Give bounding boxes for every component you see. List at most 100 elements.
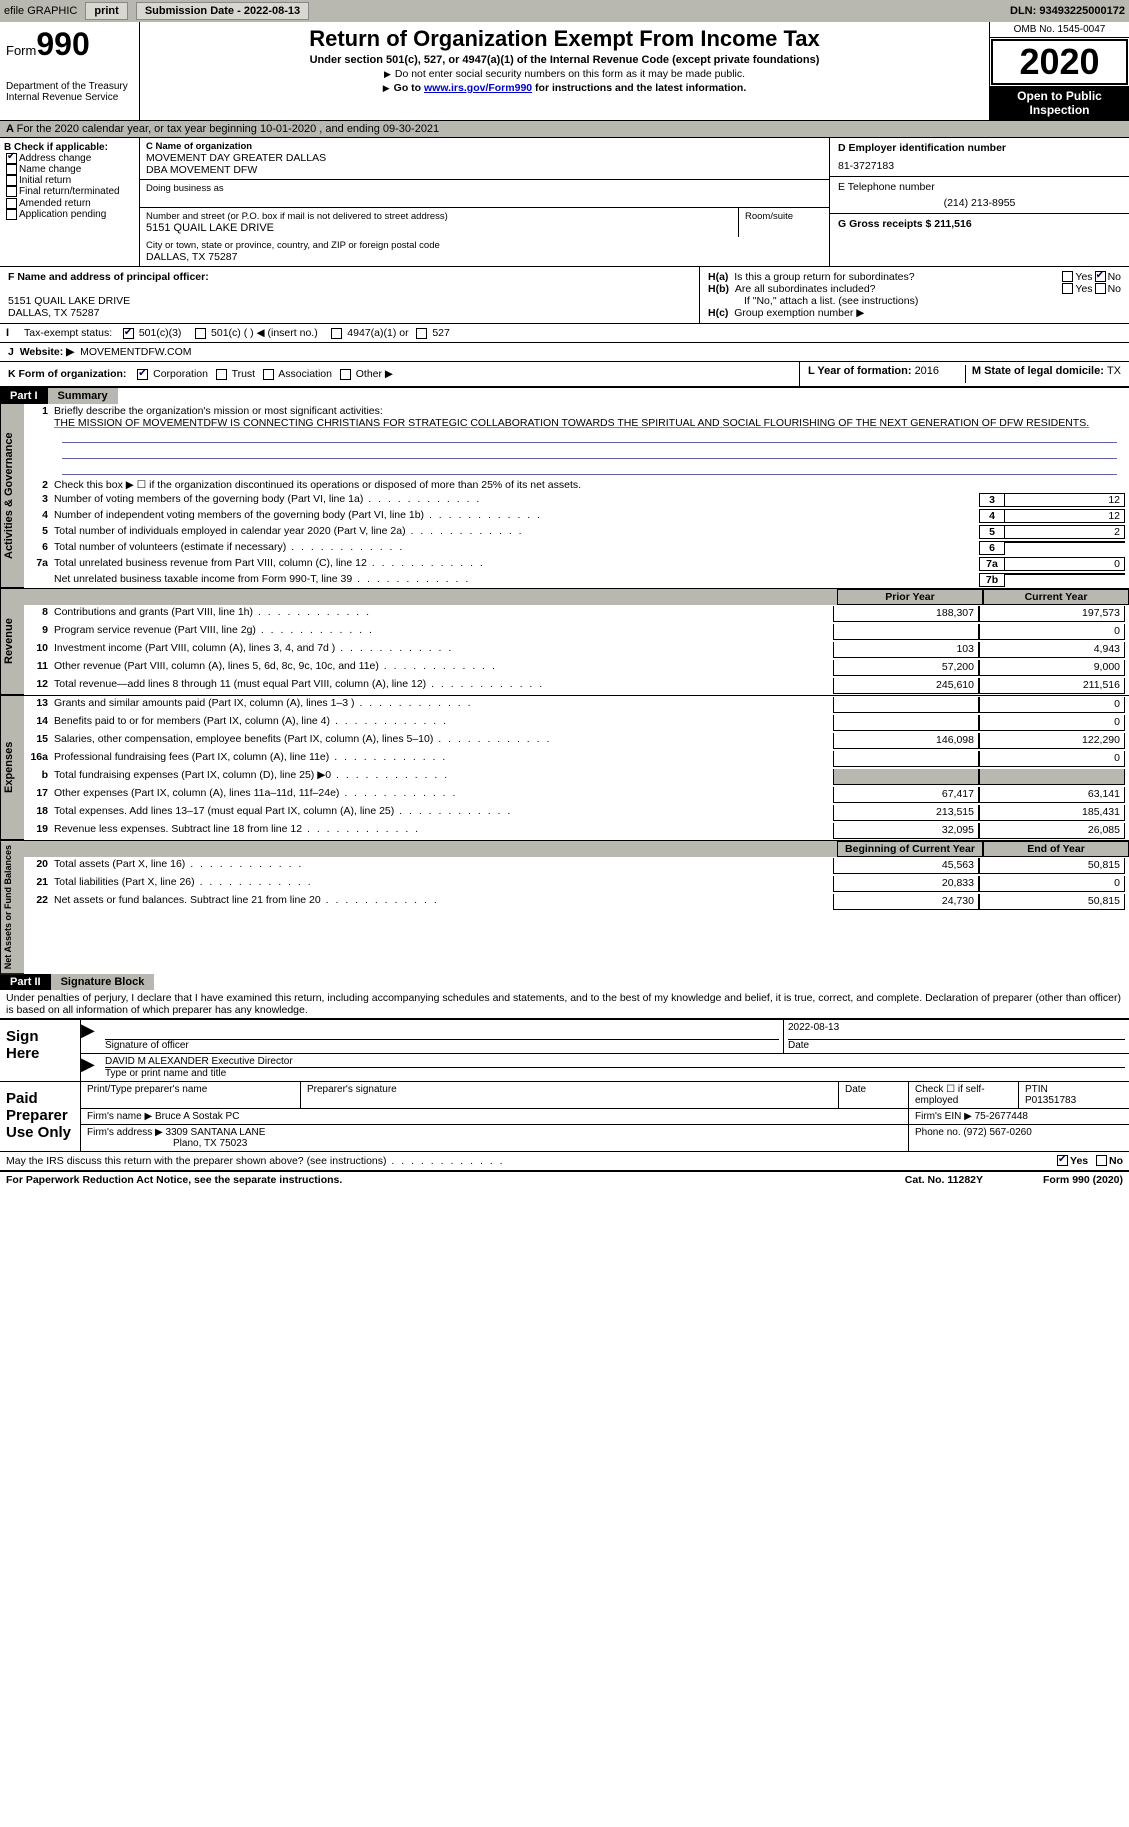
- chk-501c[interactable]: [195, 328, 206, 339]
- year-formation: 2016: [915, 365, 939, 377]
- phone-value: (214) 213-8955: [838, 197, 1121, 209]
- line-19: 19 Revenue less expenses. Subtract line …: [24, 822, 1129, 840]
- chk-trust[interactable]: [216, 369, 227, 380]
- h-b-note: If "No," attach a list. (see instruction…: [708, 295, 1121, 307]
- sig-arrow-icon: ▶: [81, 1020, 101, 1053]
- summary-governance: Activities & Governance 1 Briefly descri…: [0, 404, 1129, 588]
- discuss-text: May the IRS discuss this return with the…: [6, 1155, 1055, 1167]
- end-year-hdr: End of Year: [983, 841, 1129, 857]
- org-dba: DBA MOVEMENT DFW: [146, 164, 823, 176]
- city-label: City or town, state or province, country…: [146, 240, 823, 251]
- line-11: 11 Other revenue (Part VIII, column (A),…: [24, 659, 1129, 677]
- chk-address-change[interactable]: [6, 153, 17, 164]
- chk-hb-yes[interactable]: [1062, 283, 1073, 294]
- org-name-label: C Name of organization: [146, 141, 252, 152]
- website-label: Website: ▶: [20, 346, 75, 358]
- part-ii-title: Signature Block: [51, 974, 155, 990]
- sig-date: 2022-08-13: [788, 1022, 1125, 1040]
- name-title-label: Type or print name and title: [105, 1068, 226, 1079]
- prior-year-hdr: Prior Year: [837, 589, 983, 605]
- row-klm: K Form of organization: Corporation Trus…: [0, 362, 1129, 388]
- chk-name-change[interactable]: [6, 164, 17, 175]
- website-value: MOVEMENTDFW.COM: [80, 346, 191, 358]
- part-ii-header: Part II Signature Block: [0, 974, 1129, 990]
- ein-value: 81-3727183: [838, 160, 1121, 172]
- row-j: J Website: ▶ MOVEMENTDFW.COM: [0, 343, 1129, 362]
- identity-grid: B Check if applicable: Address change Na…: [0, 138, 1129, 267]
- line-4: 4 Number of independent voting members o…: [24, 508, 1129, 524]
- row-fh: F Name and address of principal officer:…: [0, 267, 1129, 324]
- chk-ha-no[interactable]: [1095, 271, 1106, 282]
- chk-assoc[interactable]: [263, 369, 274, 380]
- chk-corp[interactable]: [137, 369, 148, 380]
- gross-receipts: G Gross receipts $ 211,516: [838, 218, 972, 230]
- part-ii-label: Part II: [0, 974, 51, 990]
- firm-ein: 75-2677448: [975, 1111, 1028, 1122]
- line-5: 5 Total number of individuals employed i…: [24, 524, 1129, 540]
- form-title: Return of Organization Exempt From Incom…: [148, 26, 981, 52]
- mission-text: THE MISSION OF MOVEMENTDFW IS CONNECTING…: [54, 417, 1089, 429]
- line-20: 20 Total assets (Part X, line 16) 45,563…: [24, 857, 1129, 875]
- paid-preparer-label: Paid Preparer Use Only: [0, 1082, 80, 1151]
- submission-date: Submission Date - 2022-08-13: [136, 2, 309, 20]
- sig-arrow2-icon: ▶: [81, 1054, 101, 1081]
- line-18: 18 Total expenses. Add lines 13–17 (must…: [24, 804, 1129, 822]
- street-address: 5151 QUAIL LAKE DRIVE: [146, 222, 732, 234]
- chk-4947[interactable]: [331, 328, 342, 339]
- tax-year: 2020: [991, 39, 1128, 85]
- summary-netassets: Net Assets or Fund Balances Beginning of…: [0, 841, 1129, 974]
- dept-treasury: Department of the TreasuryInternal Reven…: [6, 81, 133, 103]
- box-f: F Name and address of principal officer:…: [0, 267, 699, 323]
- line-13: 13 Grants and similar amounts paid (Part…: [24, 696, 1129, 714]
- tab-net-assets: Net Assets or Fund Balances: [0, 841, 24, 974]
- firm-ein-label: Firm's EIN ▶: [915, 1111, 975, 1122]
- room-label: Room/suite: [745, 211, 823, 222]
- chk-other[interactable]: [340, 369, 351, 380]
- chk-527[interactable]: [416, 328, 427, 339]
- line-8: 8 Contributions and grants (Part VIII, l…: [24, 605, 1129, 623]
- form-org-label: K Form of organization:: [8, 368, 126, 380]
- part-i-title: Summary: [48, 388, 118, 404]
- signature-section: Sign Here ▶ Signature of officer 2022-08…: [0, 1018, 1129, 1152]
- firm-addr2: Plano, TX 75023: [87, 1138, 902, 1149]
- chk-ha-yes[interactable]: [1062, 271, 1073, 282]
- chk-app-pending[interactable]: [6, 209, 17, 220]
- h-b-text: Are all subordinates included?: [735, 283, 1061, 295]
- line-22: 22 Net assets or fund balances. Subtract…: [24, 893, 1129, 911]
- sign-here-label: Sign Here: [0, 1020, 80, 1081]
- ptin-label: PTIN: [1025, 1084, 1048, 1095]
- print-button[interactable]: print: [85, 2, 127, 20]
- preparer-name-label: Print/Type preparer's name: [81, 1082, 301, 1108]
- box-b-header: B Check if applicable:: [4, 142, 135, 153]
- ssn-note: Do not enter social security numbers on …: [148, 68, 981, 80]
- irs-link[interactable]: www.irs.gov/Form990: [424, 82, 532, 94]
- chk-501c3[interactable]: [123, 328, 134, 339]
- chk-discuss-yes[interactable]: [1057, 1155, 1068, 1166]
- sig-officer-label: Signature of officer: [105, 1040, 189, 1051]
- dln: DLN: 93493225000172: [1010, 5, 1125, 17]
- firm-addr1: 3309 SANTANA LANE: [166, 1127, 266, 1138]
- line-9: 9 Program service revenue (Part VIII, li…: [24, 623, 1129, 641]
- line-6: 6 Total number of volunteers (estimate i…: [24, 540, 1129, 556]
- q2-text: Check this box ▶ ☐ if the organization d…: [54, 479, 1125, 491]
- cat-no: Cat. No. 11282Y: [905, 1174, 983, 1186]
- line-14: 14 Benefits paid to or for members (Part…: [24, 714, 1129, 732]
- chk-final-return[interactable]: [6, 186, 17, 197]
- dba-label: Doing business as: [146, 183, 823, 194]
- chk-hb-no[interactable]: [1095, 283, 1106, 294]
- chk-amended[interactable]: [6, 198, 17, 209]
- ein-label: D Employer identification number: [838, 142, 1006, 154]
- efile-label: efile GRAPHIC: [4, 5, 77, 17]
- line-3: 3 Number of voting members of the govern…: [24, 492, 1129, 508]
- line-15: 15 Salaries, other compensation, employe…: [24, 732, 1129, 750]
- line-7a: 7a Total unrelated business revenue from…: [24, 556, 1129, 572]
- form-ref: Form 990 (2020): [1043, 1174, 1123, 1186]
- officer-label: F Name and address of principal officer:: [8, 271, 209, 283]
- firm-phone: (972) 567-0260: [963, 1127, 1031, 1138]
- ptin-value: P01351783: [1025, 1095, 1076, 1106]
- line-17: 17 Other expenses (Part IX, column (A), …: [24, 786, 1129, 804]
- begin-year-hdr: Beginning of Current Year: [837, 841, 983, 857]
- row-i: I Tax-exempt status: 501(c)(3) 501(c) ( …: [0, 324, 1129, 343]
- chk-initial-return[interactable]: [6, 175, 17, 186]
- chk-discuss-no[interactable]: [1096, 1155, 1107, 1166]
